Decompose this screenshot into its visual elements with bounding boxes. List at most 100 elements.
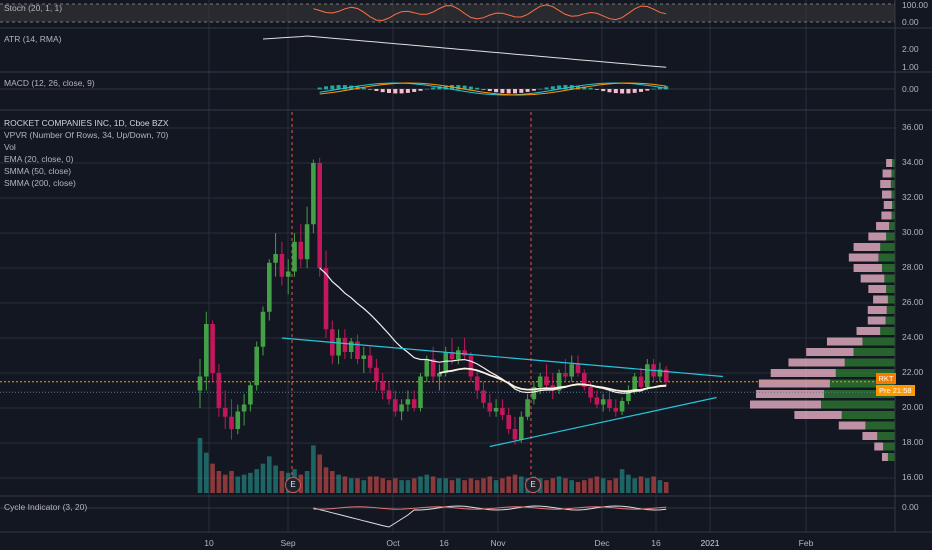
earnings-marker[interactable]: E [525, 477, 541, 493]
candle-body [506, 415, 511, 429]
legend-vpvr[interactable]: VPVR (Number Of Rows, 34, Up/Down, 70) [4, 130, 169, 140]
ema-line [319, 267, 667, 394]
candle-body [210, 324, 215, 373]
macd-bar [412, 89, 417, 92]
candle-body [342, 338, 348, 352]
vpvr-down [868, 285, 887, 293]
macd-bar [368, 89, 373, 90]
legend-ema[interactable]: EMA (20, close, 0) [4, 154, 74, 164]
legend-title[interactable]: ROCKET COMPANIES INC, 1D, Cboe BZX [4, 118, 169, 128]
macd-bar [336, 85, 341, 90]
candle-body [500, 408, 505, 415]
macd-bar [443, 85, 448, 90]
candle-body [657, 369, 663, 377]
macd-bar [588, 87, 593, 90]
candle-body [582, 373, 587, 387]
volume-bar [248, 472, 253, 493]
macd-bar [494, 89, 499, 93]
volume-bar [613, 478, 619, 493]
macd-bar [576, 85, 580, 90]
volume-bar [330, 471, 335, 493]
vpvr-down [882, 169, 892, 178]
earnings-marker[interactable]: E [285, 477, 301, 493]
stoch-label[interactable]: Stoch (20, 1, 1) [4, 3, 63, 13]
legend-vol[interactable]: Vol [4, 142, 16, 152]
volume-bar [474, 480, 480, 493]
vpvr-up [892, 201, 895, 209]
volume-bar [267, 456, 272, 493]
vpvr-down [770, 369, 836, 377]
vpvr-up [865, 421, 895, 430]
atr-line [262, 35, 667, 68]
ticker-badge[interactable]: RKT [876, 373, 896, 384]
atr-label[interactable]: ATR (14, RMA) [4, 34, 62, 44]
macd-bar [500, 89, 505, 94]
macd-bar [418, 89, 423, 91]
volume-bar [600, 478, 606, 493]
macd-bar [563, 85, 568, 90]
macd-bar [393, 89, 398, 94]
candle-body [260, 311, 266, 347]
volume-bar [386, 480, 392, 493]
vpvr-up [887, 295, 895, 304]
cycle-label[interactable]: Cycle Indicator (3, 20) [4, 502, 88, 512]
candle-body [626, 390, 631, 401]
volume-bar [519, 476, 524, 493]
vpvr-down [876, 222, 890, 230]
candle-body [531, 387, 537, 400]
volume-bar [449, 480, 455, 493]
macd-tick-0: 0.00 [902, 84, 919, 94]
volume-bar [348, 478, 354, 493]
legend-smma50[interactable]: SMMA (50, close) [4, 166, 72, 176]
volume-bar [626, 474, 631, 493]
volume-bar [273, 465, 278, 493]
trendline [281, 337, 723, 378]
candle-body [569, 364, 574, 377]
volume-bar [443, 478, 448, 493]
legend-smma200[interactable]: SMMA (200, close) [4, 178, 76, 188]
x-tick: 10 [204, 538, 214, 548]
x-tick: Nov [490, 538, 506, 548]
vpvr-down [758, 379, 830, 388]
macd-bar [361, 87, 366, 90]
candle-body [588, 387, 593, 398]
volume-bar [430, 476, 436, 493]
candle-body [279, 254, 285, 277]
volume-bars [197, 438, 669, 493]
candle-body [456, 350, 461, 359]
price-tick: 32.00 [902, 192, 924, 202]
volume-bar [645, 478, 650, 493]
candle-body [311, 163, 316, 225]
volume-bar [594, 476, 600, 493]
macd-bar [424, 88, 429, 90]
candle-body [556, 373, 562, 391]
candle-body [481, 390, 486, 403]
volume-bar [254, 469, 259, 493]
vpvr-up [829, 379, 895, 388]
volume-bar [512, 474, 518, 493]
vpvr-down [755, 390, 824, 398]
pre-badge[interactable]: Pre 21:58 [876, 385, 915, 396]
candle-body [204, 324, 209, 377]
candle-body [632, 376, 637, 391]
pane-separators [0, 0, 932, 533]
volume-bar [424, 474, 430, 493]
vpvr-up [889, 222, 895, 230]
candle-body [254, 346, 259, 386]
vpvr-down [881, 190, 892, 199]
candle-body [600, 399, 606, 405]
macd-label[interactable]: MACD (12, 26, close, 9) [4, 78, 95, 88]
smma-line [439, 367, 667, 392]
macd-bar [538, 88, 543, 90]
macd-bar [405, 89, 410, 93]
vpvr-up [880, 327, 895, 335]
volume-bar [323, 467, 329, 493]
cycle-pane [0, 505, 895, 528]
vpvr-up [823, 390, 895, 398]
price-tick: 36.00 [902, 122, 924, 132]
macd-bar [468, 86, 473, 90]
price-tick: 30.00 [902, 227, 924, 237]
volume-bar [569, 480, 574, 493]
price-tick: 24.00 [902, 332, 924, 342]
